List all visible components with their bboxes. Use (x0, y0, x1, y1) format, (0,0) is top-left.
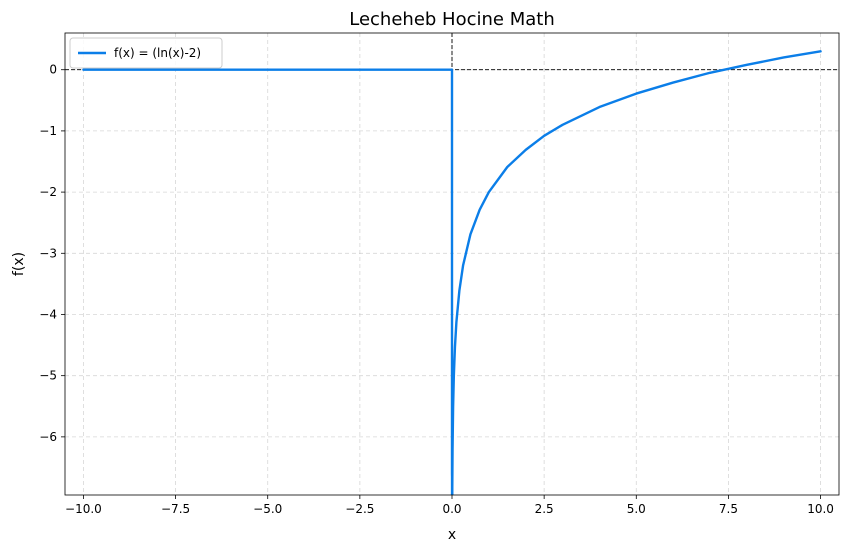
y-axis-label: f(x) (11, 252, 27, 276)
y-tick-label: −4 (39, 307, 57, 321)
y-tick-label: −1 (39, 124, 57, 138)
y-axis-ticks: 0 −1 −2 −3 −4 −5 −6 (39, 63, 65, 444)
x-tick-label: −5.0 (253, 502, 282, 516)
x-tick-label: 2.5 (535, 502, 554, 516)
legend-label: f(x) = (ln(x)-2) (114, 46, 201, 60)
y-tick-label: 0 (49, 63, 57, 77)
legend: f(x) = (ln(x)-2) (69, 37, 223, 69)
x-tick-label: 5.0 (627, 502, 646, 516)
x-tick-label: −7.5 (161, 502, 190, 516)
x-axis-label: x (448, 527, 456, 543)
y-tick-label: −5 (39, 369, 57, 383)
series-line (82, 50, 822, 495)
x-axis-ticks: −10.0 −7.5 −5.0 −2.5 0.0 2.5 5.0 7.5 10.0 (65, 495, 834, 516)
x-tick-label: −2.5 (345, 502, 374, 516)
series-group (82, 50, 822, 495)
x-tick-label: −10.0 (65, 502, 102, 516)
x-tick-label: 10.0 (807, 502, 834, 516)
y-tick-label: −2 (39, 185, 57, 199)
chart-title: Lecheheb Hocine Math (349, 9, 554, 30)
legend-box (69, 37, 223, 69)
x-tick-label: 0.0 (442, 502, 461, 516)
x-tick-label: 7.5 (719, 502, 738, 516)
y-tick-label: −3 (39, 246, 57, 260)
y-tick-label: −6 (39, 430, 57, 444)
